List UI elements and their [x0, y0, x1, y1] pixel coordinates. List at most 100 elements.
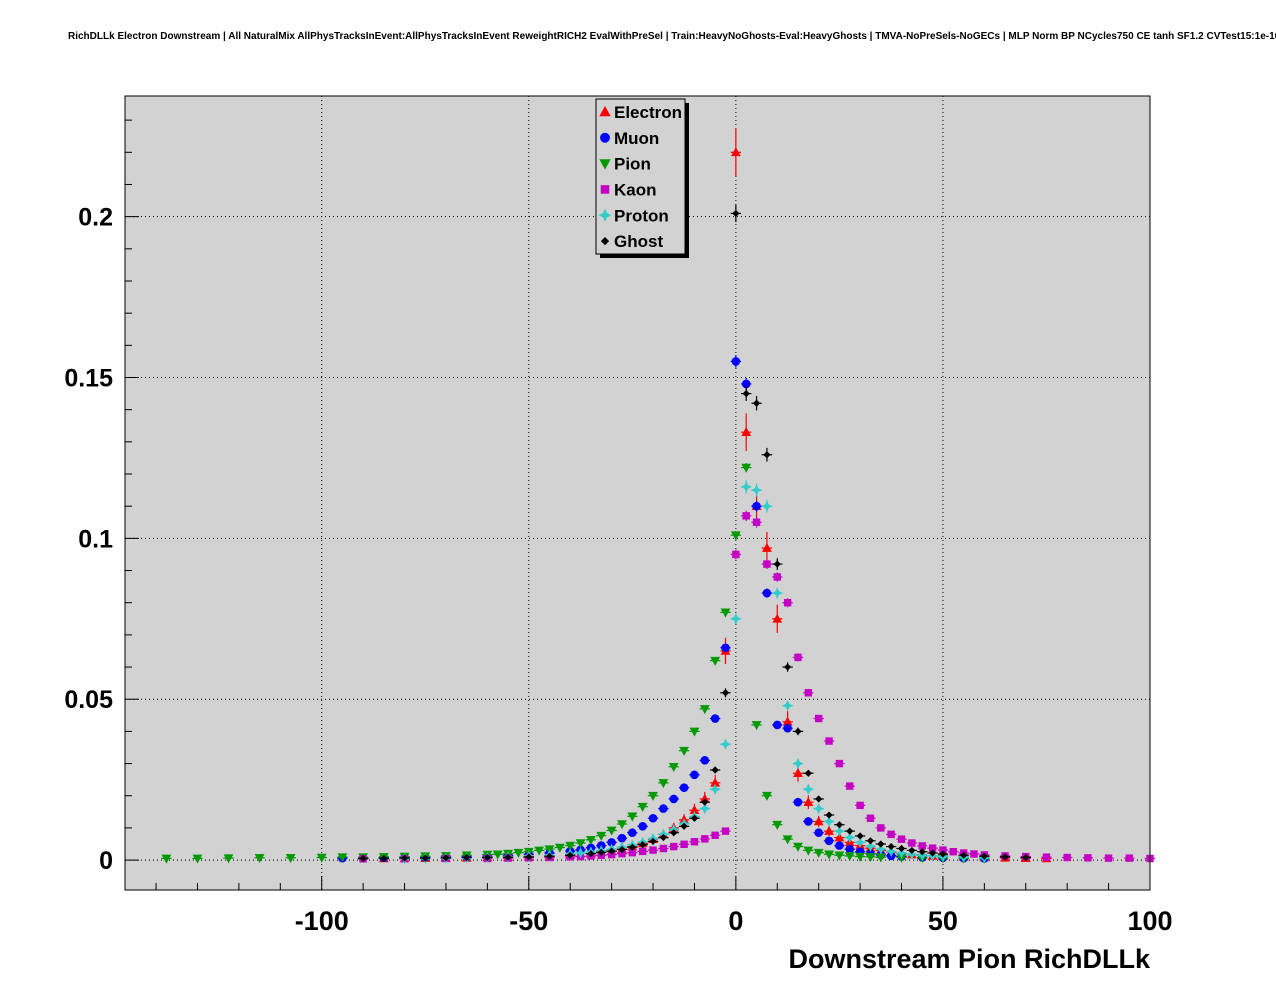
marker-circle [648, 813, 658, 823]
marker-diamond [597, 848, 605, 856]
marker-triangle-down [875, 853, 886, 863]
marker-square [763, 560, 771, 568]
marker-diamond [680, 822, 688, 830]
marker-triangle-down [606, 826, 617, 836]
marker-star [833, 825, 845, 837]
marker-square [918, 842, 926, 850]
marker-star [719, 738, 732, 750]
marker-square [1104, 854, 1113, 862]
marker-diamond [939, 850, 947, 858]
marker-star [864, 840, 877, 852]
marker-circle [752, 501, 761, 511]
marker-square [618, 849, 626, 858]
marker-circle [814, 828, 823, 838]
y-tick-label: 0.1 [78, 525, 113, 553]
marker-triangle-down [254, 854, 265, 864]
marker-triangle-down [772, 820, 783, 830]
marker-triangle-down [668, 762, 679, 772]
marker-diamond [380, 854, 388, 863]
marker-circle [845, 844, 855, 854]
marker-triangle-down [679, 746, 689, 756]
marker-diamond [763, 451, 771, 459]
legend-label: Kaon [614, 180, 657, 199]
marker-star [844, 831, 856, 844]
marker-triangle-down [316, 853, 327, 863]
marker-square [970, 850, 978, 858]
marker-square [825, 737, 833, 745]
marker-triangle-down [762, 791, 772, 801]
legend-label: Proton [614, 206, 669, 225]
marker-triangle-down [223, 854, 234, 864]
marker-diamond [866, 837, 875, 845]
marker-diamond [804, 769, 812, 777]
marker-triangle-down [855, 852, 866, 862]
marker-square [794, 653, 802, 662]
marker-diamond [566, 851, 574, 859]
marker-star [823, 815, 835, 828]
marker-triangle-down [617, 820, 627, 830]
marker-circle [638, 821, 647, 831]
marker-triangle-down [554, 843, 565, 853]
marker-square [659, 844, 668, 853]
marker-diamond [463, 853, 471, 862]
marker-triangle-down [161, 854, 172, 864]
marker-circle [721, 643, 730, 653]
marker-square [846, 782, 854, 790]
marker-triangle-down [720, 608, 731, 618]
chart-layer: -100 -50 0 50 100 0 0.05 0.1 0.15 0.2 Electron Muon… [64, 95, 1173, 936]
marker-square [670, 842, 678, 851]
marker-circle [835, 841, 844, 850]
marker-circle [783, 723, 792, 733]
chart-title: RichDLLk Electron Downstream | All Natur… [68, 31, 1276, 42]
marker-diamond [794, 727, 802, 735]
y-tick-label: 0.2 [78, 204, 113, 232]
marker-star [730, 613, 742, 625]
legend-entry: Pion [599, 155, 651, 174]
marker-diamond [752, 399, 761, 407]
marker-square [1084, 854, 1092, 862]
legend-entry: Proton [598, 206, 669, 225]
marker-circle [607, 838, 616, 847]
marker-diamond [856, 832, 864, 840]
marker-circle [679, 783, 689, 792]
marker-circle [628, 828, 637, 838]
marker-diamond [400, 854, 409, 862]
marker-triangle-down [627, 812, 638, 822]
marker-star [740, 481, 752, 493]
y-tick-label: 0.15 [64, 365, 113, 393]
marker-square [1125, 854, 1133, 862]
marker-square [835, 759, 844, 768]
marker-triangle-up [710, 777, 721, 787]
marker-circle [731, 357, 741, 366]
marker-triangle-up [782, 716, 793, 726]
marker-triangle-down [658, 779, 669, 789]
marker-square [908, 839, 916, 847]
marker-circle [762, 588, 772, 598]
marker-circle [772, 720, 782, 730]
marker-diamond [928, 849, 937, 857]
marker-star [761, 500, 773, 512]
marker-diamond [504, 853, 512, 861]
marker-triangle-down [637, 802, 648, 812]
marker-diamond [618, 845, 626, 854]
marker-star [782, 700, 794, 712]
marker-diamond [835, 821, 843, 829]
marker-triangle-down [803, 846, 814, 856]
x-tick-label: 50 [928, 906, 958, 936]
marker-diamond [711, 766, 719, 774]
marker-triangle-down [782, 835, 793, 845]
marker-diamond [649, 837, 657, 846]
marker-triangle-down [534, 846, 545, 856]
legend: Electron Muon Pion Kaon Proton Ghost [595, 98, 689, 258]
legend-marker-square [600, 185, 610, 194]
marker-star [875, 843, 887, 855]
marker-square [742, 512, 750, 520]
marker-square [804, 689, 813, 697]
marker-triangle-down [586, 836, 596, 846]
marker-square [897, 835, 906, 843]
x-tick-label: -100 [295, 906, 349, 936]
x-tick-label: -50 [509, 906, 548, 936]
marker-star [854, 836, 866, 848]
marker-star [895, 847, 908, 859]
marker-square [877, 824, 885, 832]
